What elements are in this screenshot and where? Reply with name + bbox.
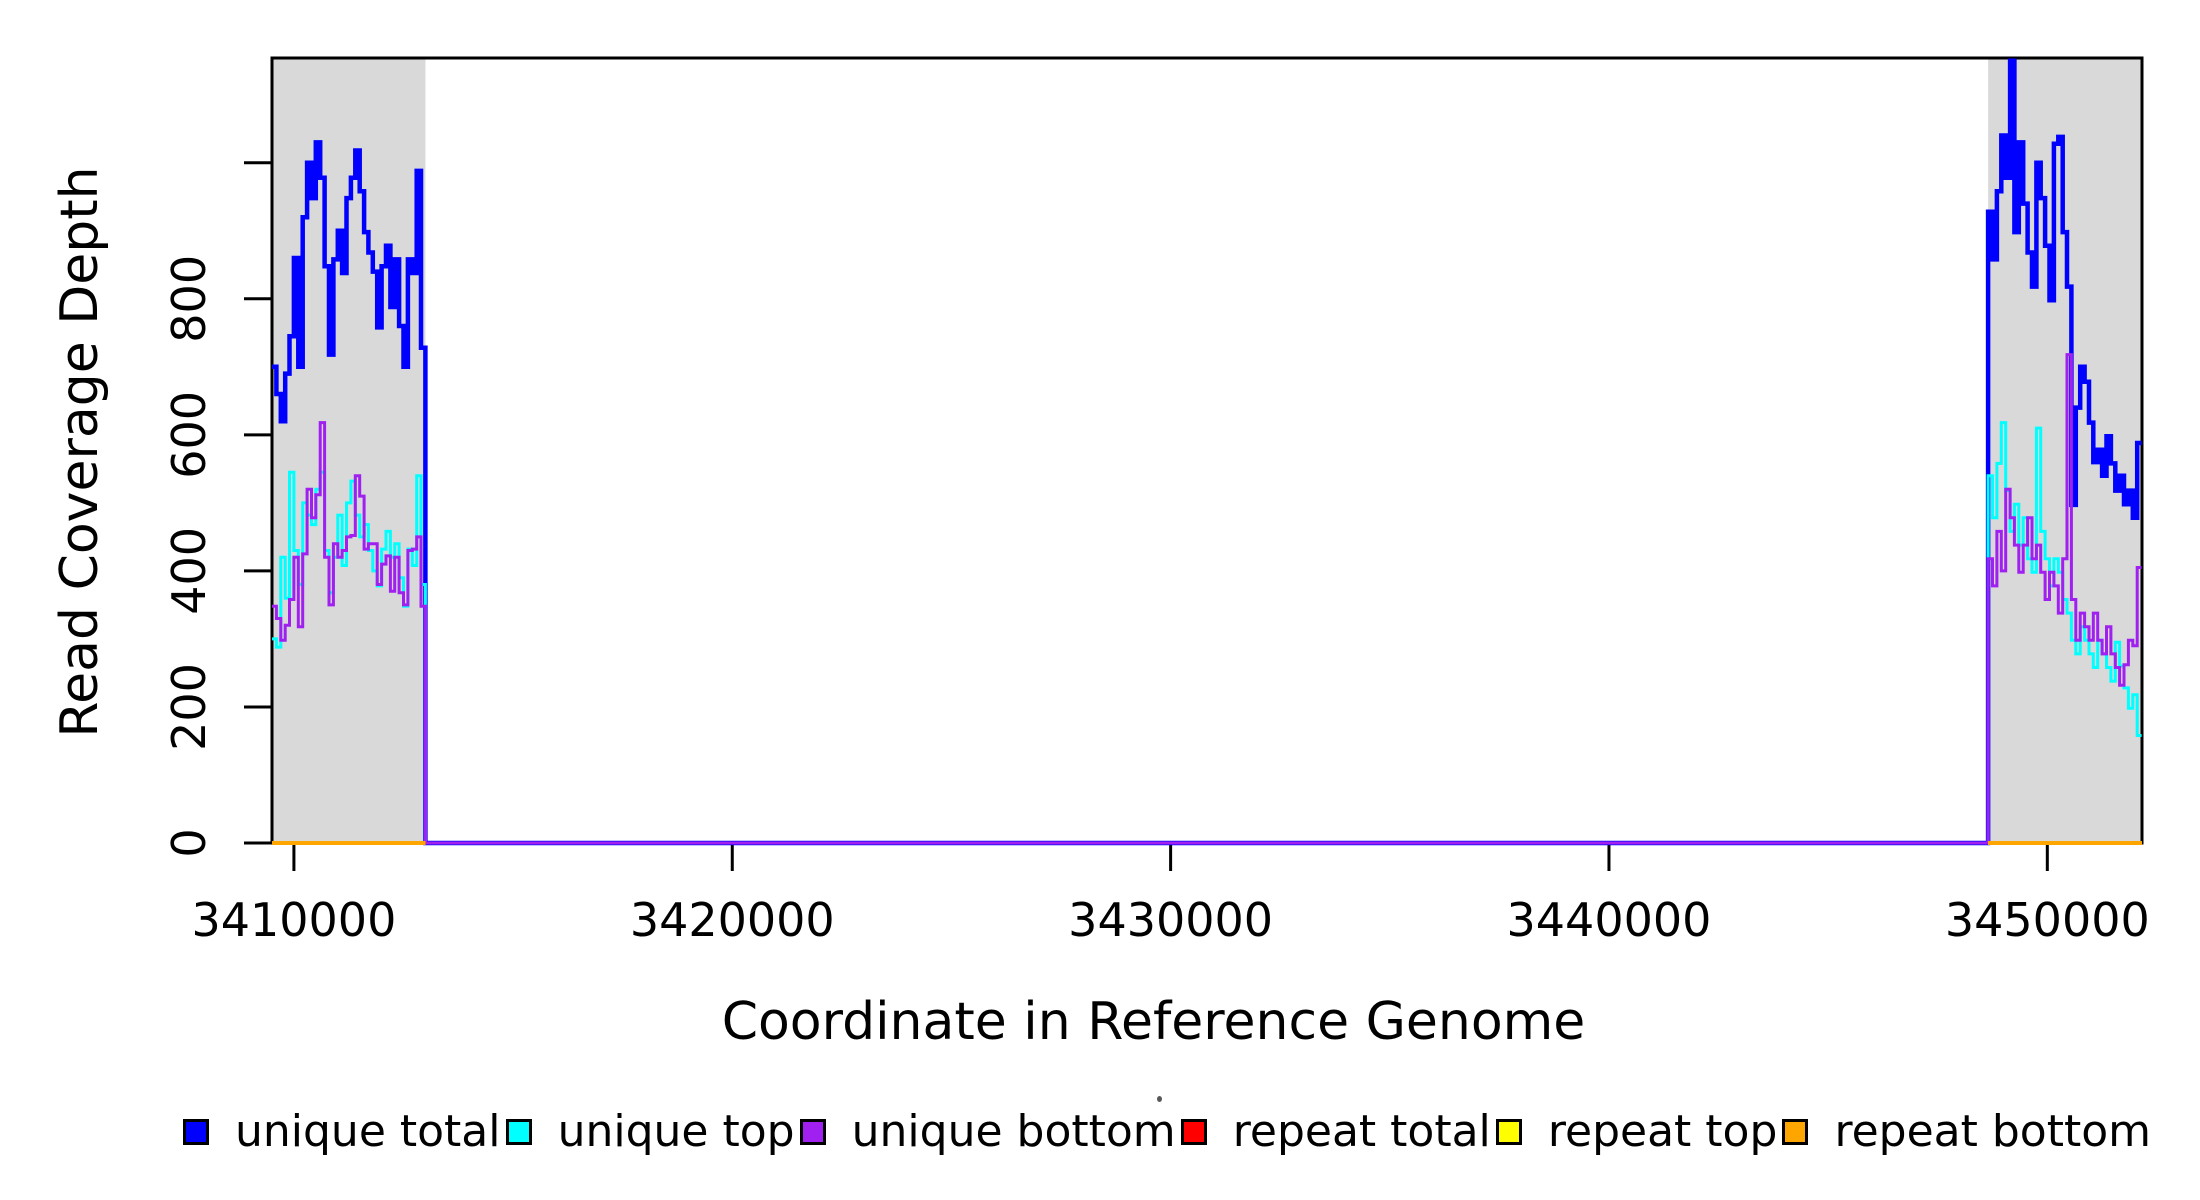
legend-label-repeat-total: repeat total: [1232, 1106, 1491, 1157]
legend-swatch-repeat-bottom: [1782, 1119, 1809, 1145]
y-axis-title: Read Coverage Depth: [50, 166, 110, 738]
legend-swatch-unique-total: [183, 1119, 209, 1145]
x-tick-label: 3420000: [630, 893, 835, 947]
legend-swatch-unique-top: [505, 1119, 532, 1145]
legend-item-unique-total: unique total: [183, 1110, 500, 1154]
y-tick-label: 400: [162, 527, 216, 615]
legend-item-repeat-total: repeat total: [1180, 1106, 1491, 1157]
y-tick-label: 800: [162, 255, 216, 343]
x-axis-title: Coordinate in Reference Genome: [721, 992, 1586, 1052]
legend-item-repeat-top: repeat top: [1495, 1106, 1778, 1157]
legend: unique total unique top unique bottom repea…: [183, 1104, 2151, 1160]
x-tick-label: 3440000: [1507, 893, 1712, 947]
stray-dot-artifact: [1157, 1096, 1162, 1102]
legend-label-unique-bottom: unique bottom: [851, 1106, 1176, 1157]
plot-box: [270, 56, 2144, 845]
legend-label-repeat-bottom: repeat bottom: [1834, 1106, 2151, 1157]
legend-item-repeat-bottom: repeat bottom: [1782, 1110, 2151, 1154]
legend-label-repeat-top: repeat top: [1547, 1106, 1778, 1157]
x-tick-label: 3410000: [191, 893, 396, 947]
y-tick-label: 200: [162, 663, 216, 751]
series-line-unique-total: [272, 58, 2142, 846]
series-line-unique-top: [272, 421, 2142, 845]
y-tick-label: 600: [162, 391, 216, 479]
x-tick-label: 3430000: [1068, 893, 1273, 947]
series-line-unique-bottom: [272, 353, 2142, 845]
legend-item-unique-top: unique top: [505, 1106, 795, 1157]
legend-label-unique-total: unique total: [235, 1106, 501, 1157]
x-tick-label: 3450000: [1945, 893, 2150, 947]
legend-label-unique-top: unique top: [557, 1106, 795, 1157]
y-tick-label: 0: [162, 828, 216, 857]
legend-swatch-unique-bottom: [799, 1119, 826, 1145]
legend-swatch-repeat-total: [1180, 1119, 1207, 1145]
legend-swatch-repeat-top: [1495, 1119, 1522, 1145]
legend-item-unique-bottom: unique bottom: [799, 1106, 1176, 1157]
